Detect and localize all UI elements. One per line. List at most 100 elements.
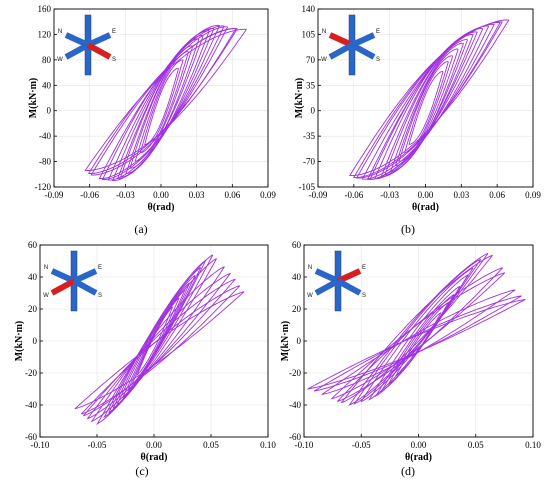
y-tick-label: -20 bbox=[289, 368, 301, 378]
x-tick-label: 0.10 bbox=[260, 440, 276, 450]
y-tick-label: -80 bbox=[39, 157, 51, 167]
beam-W bbox=[328, 42, 354, 60]
y-axis-label: M(kN·m) bbox=[28, 78, 39, 119]
hysteresis-loops bbox=[84, 24, 247, 182]
hysteresis-loop bbox=[313, 295, 522, 392]
y-tick-label: -120 bbox=[35, 182, 52, 192]
direction-label: S bbox=[362, 293, 366, 299]
y-tick-label: 20 bbox=[28, 304, 38, 314]
y-tick-label: -70 bbox=[303, 157, 315, 167]
x-tick-label: -0.05 bbox=[88, 440, 107, 450]
x-tick-label: 0.03 bbox=[453, 190, 469, 200]
y-tick-label: 0 bbox=[47, 106, 52, 116]
direction-label: N bbox=[44, 265, 48, 271]
y-tick-label: 0 bbox=[33, 336, 38, 346]
beam-E bbox=[350, 32, 376, 48]
y-tick-label: 70 bbox=[306, 55, 316, 65]
hysteresis-loop bbox=[101, 25, 225, 180]
direction-label: W bbox=[321, 57, 327, 63]
y-tick-label: 60 bbox=[292, 240, 302, 250]
joint-inset-icon: N E W S bbox=[43, 250, 102, 312]
hysteresis-loops bbox=[307, 252, 526, 407]
direction-label: S bbox=[112, 57, 116, 63]
beam-N bbox=[328, 32, 354, 48]
y-tick-label: 40 bbox=[42, 80, 52, 90]
beam-N bbox=[314, 268, 340, 284]
x-tick-label: 0.00 bbox=[418, 190, 434, 200]
hysteresis-loop bbox=[404, 61, 449, 153]
panel-caption: (b) bbox=[401, 222, 415, 236]
y-tick-label: 0 bbox=[297, 336, 302, 346]
hysteresis-loop bbox=[398, 55, 454, 162]
x-tick-label: 0.06 bbox=[224, 190, 240, 200]
x-tick-label: -0.09 bbox=[45, 190, 64, 200]
chart-d: -0.10 -0.05 0.00 0.05 0.10 -60 -40 -20 0 20 40 60 θ(… bbox=[280, 240, 541, 478]
hysteresis-loop bbox=[331, 272, 506, 400]
y-tick-label: 40 bbox=[292, 272, 302, 282]
y-tick-label: -20 bbox=[25, 368, 37, 378]
x-tick-label: 0.00 bbox=[146, 440, 162, 450]
y-tick-label: -40 bbox=[25, 400, 37, 410]
x-tick-label: -0.10 bbox=[295, 440, 314, 450]
hysteresis-loop bbox=[108, 260, 207, 413]
hysteresis-loop bbox=[87, 28, 238, 174]
panel-caption: (d) bbox=[401, 464, 415, 478]
chart-c: -0.10 -0.05 0.00 0.05 0.10 -60 -40 -20 0 20 40 60 θ(… bbox=[14, 240, 276, 478]
hysteresis-loop bbox=[369, 28, 484, 180]
joint-inset-icon: N E W S bbox=[57, 14, 116, 76]
hysteresis-loop bbox=[98, 26, 229, 179]
x-tick-label: -0.03 bbox=[116, 190, 135, 200]
x-tick-label: 0.05 bbox=[203, 440, 219, 450]
direction-label: N bbox=[308, 265, 312, 271]
hysteresis-loop bbox=[96, 258, 217, 425]
x-tick-label: -0.10 bbox=[31, 440, 50, 450]
direction-label: W bbox=[57, 57, 63, 63]
beam-S bbox=[86, 42, 112, 60]
beam-W bbox=[50, 278, 76, 296]
hysteresis-loop bbox=[107, 24, 221, 181]
x-tick-label: 0.09 bbox=[260, 190, 276, 200]
hysteresis-loop bbox=[336, 267, 504, 402]
hysteresis-loops bbox=[348, 19, 510, 181]
y-tick-label: 60 bbox=[28, 240, 38, 250]
x-tick-label: 0.00 bbox=[153, 190, 169, 200]
direction-label: N bbox=[58, 29, 62, 35]
beam-E bbox=[86, 32, 112, 48]
y-tick-label: 105 bbox=[302, 29, 316, 39]
y-tick-label: 80 bbox=[42, 55, 52, 65]
beam-N bbox=[50, 268, 76, 284]
x-tick-label: 0.03 bbox=[189, 190, 205, 200]
joint-inset-icon: N E W S bbox=[321, 14, 380, 76]
beam-S bbox=[350, 42, 376, 60]
y-axis-label: M(kN·m) bbox=[280, 321, 291, 362]
panel-caption: (c) bbox=[135, 464, 148, 478]
direction-label: W bbox=[307, 293, 313, 299]
x-tick-label: -0.03 bbox=[380, 190, 399, 200]
x-axis-label: θ(rad) bbox=[148, 202, 175, 213]
x-tick-label: -0.05 bbox=[352, 440, 371, 450]
direction-label: E bbox=[112, 29, 116, 35]
y-axis-label: M(kN·m) bbox=[294, 78, 305, 119]
x-tick-label: 0.06 bbox=[489, 190, 505, 200]
direction-label: S bbox=[98, 293, 102, 299]
beam-E bbox=[336, 268, 362, 284]
x-tick-label: 0.00 bbox=[411, 440, 427, 450]
y-tick-label: -60 bbox=[25, 432, 37, 442]
chart-a: -0.09 -0.06 -0.03 0.00 0.03 0.06 0.09 -120 -80 -4… bbox=[28, 4, 276, 236]
hysteresis-loop bbox=[127, 288, 186, 391]
beam-S bbox=[72, 278, 98, 296]
x-tick-label: -0.06 bbox=[344, 190, 363, 200]
hysteresis-loops bbox=[74, 254, 245, 425]
x-tick-label: 0.09 bbox=[525, 190, 541, 200]
x-tick-label: -0.09 bbox=[309, 190, 328, 200]
hysteresis-loop bbox=[80, 285, 241, 415]
y-tick-label: 140 bbox=[302, 4, 316, 14]
direction-label: E bbox=[362, 265, 366, 271]
x-axis-label: θ(rad) bbox=[412, 202, 439, 213]
beam-N bbox=[64, 32, 90, 48]
x-axis-label: θ(rad) bbox=[141, 452, 168, 463]
hysteresis-loop bbox=[307, 298, 526, 390]
y-tick-label: 35 bbox=[306, 80, 316, 90]
y-axis-label: M(kN·m) bbox=[14, 321, 25, 362]
